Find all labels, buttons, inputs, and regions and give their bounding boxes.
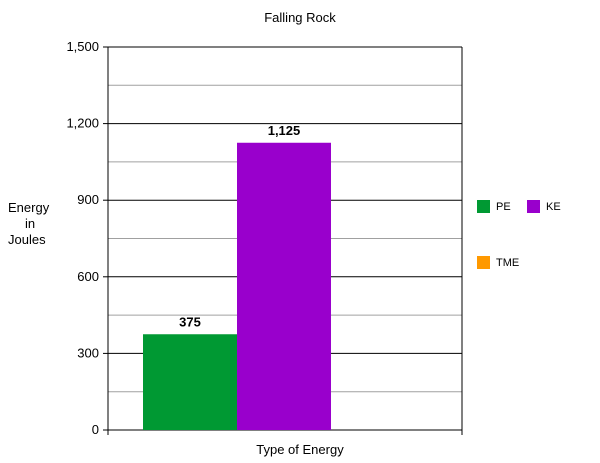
legend-item-pe: PE — [477, 200, 511, 213]
legend-swatch-tme — [477, 256, 490, 269]
legend-swatch-pe — [477, 200, 490, 213]
y-tick-label: 600 — [77, 269, 99, 284]
x-axis-label: Type of Energy — [256, 442, 344, 457]
legend-label-pe: PE — [496, 200, 511, 213]
legend-label-tme: TME — [496, 256, 520, 269]
y-tick-label: 1,200 — [66, 116, 99, 131]
y-axis-label-line: Joules — [8, 232, 46, 247]
bar-ke — [237, 142, 331, 430]
data-label-pe: 375 — [179, 314, 201, 329]
y-tick-label: 1,500 — [66, 39, 99, 54]
legend-swatch-ke — [527, 200, 540, 213]
bar-pe — [143, 334, 237, 430]
y-axis-label-line: Energy — [8, 200, 50, 215]
y-tick-label: 300 — [77, 345, 99, 360]
legend-label-ke: KE — [546, 200, 561, 213]
legend-item-ke: KE — [527, 200, 561, 213]
y-tick-label: 900 — [77, 192, 99, 207]
y-axis-label-line: in — [25, 216, 36, 231]
legend-item-tme: TME — [477, 256, 519, 269]
data-label-ke: 1,125 — [268, 123, 301, 138]
y-axis-label: Energy in Joules — [6, 200, 76, 248]
chart-title: Falling Rock — [264, 10, 336, 25]
y-tick-label: 0 — [92, 422, 99, 437]
